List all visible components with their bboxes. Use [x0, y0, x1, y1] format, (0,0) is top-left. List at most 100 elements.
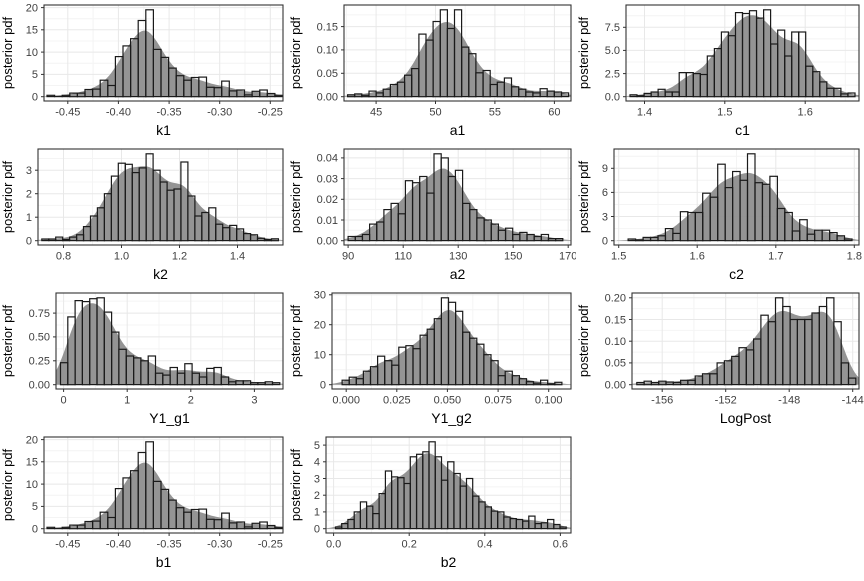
- x-axis-title: k1: [156, 122, 171, 138]
- y-tick-label: 0.25: [29, 356, 50, 368]
- x-tick-label: 110: [394, 251, 412, 263]
- x-tick-label: -148: [778, 395, 800, 407]
- y-axis-title: posterior pdf: [0, 160, 15, 233]
- y-tick-label: 5: [32, 69, 38, 81]
- y-tick-label: 7.5: [605, 22, 620, 34]
- y-tick-label: 0.00: [317, 92, 338, 104]
- x-tick-label: -152: [715, 395, 737, 407]
- y-axis-title: posterior pdf: [0, 448, 15, 521]
- y-axis-title: posterior pdf: [288, 160, 303, 233]
- y-tick-label: 0.75: [29, 308, 50, 320]
- y-tick-label: 0: [32, 524, 38, 536]
- y-tick-label: 10: [26, 479, 38, 491]
- x-tick-label: 1.0: [114, 251, 129, 263]
- x-tick-label: 0.075: [484, 395, 512, 407]
- y-tick-label: 20: [26, 434, 38, 446]
- y-axis-title: posterior pdf: [576, 16, 591, 89]
- y-tick-label: 0.15: [317, 21, 338, 33]
- x-tick-label: 0.000: [332, 395, 360, 407]
- histogram-bar: [264, 240, 271, 241]
- x-tick-label: 2: [188, 395, 194, 407]
- y-axis-title: posterior pdf: [288, 448, 303, 521]
- y-tick-label: 2: [26, 189, 32, 201]
- x-axis-title: k2: [153, 266, 168, 282]
- y-tick-label: 0: [32, 92, 38, 104]
- x-tick-label: 1.6: [690, 251, 705, 263]
- x-tick-label: -0.30: [207, 107, 232, 119]
- y-tick-label: 10: [314, 350, 326, 362]
- y-tick-label: 0.05: [605, 358, 626, 370]
- x-axis-title: c2: [729, 266, 744, 282]
- x-tick-label: -0.45: [55, 539, 80, 551]
- x-tick-label: 50: [429, 107, 441, 119]
- y-tick-label: 0: [314, 524, 320, 536]
- y-tick-label: 5: [32, 501, 38, 513]
- y-axis-title: posterior pdf: [288, 304, 303, 377]
- y-axis-title: posterior pdf: [0, 304, 15, 377]
- x-tick-label: -156: [651, 395, 673, 407]
- x-tick-label: 1.6: [798, 107, 813, 119]
- histogram-bar: [636, 240, 644, 241]
- y-tick-label: 0.10: [317, 45, 338, 57]
- y-axis-title: posterior pdf: [576, 160, 591, 233]
- x-tick-label: -0.40: [106, 107, 131, 119]
- x-tick-label: -0.40: [106, 539, 131, 551]
- x-axis-title: b1: [156, 554, 172, 570]
- x-tick-label: 0.025: [383, 395, 411, 407]
- x-tick-label: -144: [842, 395, 864, 407]
- y-tick-label: 1: [26, 212, 32, 224]
- x-tick-label: -0.45: [55, 107, 80, 119]
- plot-svg-LogPost: -156-152-148-1440.000.050.100.150.20LogP…: [576, 288, 864, 432]
- x-axis-title: LogPost: [720, 410, 771, 426]
- x-tick-label: 130: [449, 251, 467, 263]
- y-tick-label: 0.05: [317, 68, 338, 80]
- x-tick-label: 45: [370, 107, 382, 119]
- y-tick-label: 20: [314, 320, 326, 332]
- y-tick-label: 3: [602, 211, 608, 223]
- x-tick-label: 0.2: [402, 539, 417, 551]
- x-tick-label: -0.35: [157, 539, 182, 551]
- y-tick-label: 5.0: [605, 45, 620, 57]
- y-tick-label: 3: [314, 473, 320, 485]
- x-tick-label: 1.5: [611, 251, 626, 263]
- x-axis-title: a2: [450, 266, 466, 282]
- x-axis-title: Y1_g2: [431, 410, 472, 426]
- y-tick-label: 15: [26, 457, 38, 469]
- x-tick-label: 1.2: [172, 251, 187, 263]
- y-tick-label: 0.03: [317, 173, 338, 185]
- y-tick-label: 20: [26, 2, 38, 14]
- y-tick-label: 0: [602, 236, 608, 248]
- x-tick-label: 0: [61, 395, 67, 407]
- y-axis-title: posterior pdf: [288, 16, 303, 89]
- y-tick-label: 0.15: [605, 314, 626, 326]
- y-tick-label: 30: [314, 290, 326, 302]
- x-tick-label: 55: [489, 107, 501, 119]
- x-tick-label: -0.25: [258, 107, 283, 119]
- x-tick-label: 0.100: [535, 395, 563, 407]
- y-tick-label: 0.0: [605, 92, 620, 104]
- y-tick-label: 4: [314, 457, 320, 469]
- x-tick-label: 1.8: [847, 251, 862, 263]
- plot-svg-k1: -0.45-0.40-0.35-0.30-0.2505101520k1poste…: [0, 0, 288, 144]
- x-axis-title: Y1_g1: [149, 410, 190, 426]
- x-tick-label: 1: [124, 395, 130, 407]
- x-tick-label: 90: [342, 251, 354, 263]
- x-tick-label: 0.6: [553, 539, 568, 551]
- x-tick-label: -0.25: [258, 539, 283, 551]
- y-tick-label: 0.02: [317, 194, 338, 206]
- y-tick-label: 0.00: [605, 380, 626, 392]
- y-tick-label: 0.50: [29, 332, 50, 344]
